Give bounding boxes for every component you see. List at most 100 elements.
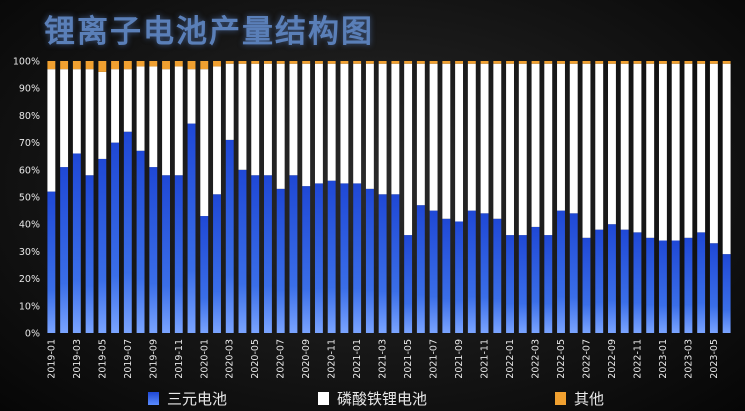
bar-segment-lfp xyxy=(302,63,311,187)
bar-segment-ncm xyxy=(531,226,540,333)
bar-segment-ncm xyxy=(608,224,616,333)
bar-segment-other xyxy=(416,61,425,64)
bar-segment-lfp xyxy=(149,66,158,168)
bar-segment-other xyxy=(633,61,642,64)
x-tick-label: 2021-05 xyxy=(403,339,414,379)
bar-segment-ncm xyxy=(111,142,120,333)
y-tick-label: 70% xyxy=(19,138,40,149)
bar-segment-other xyxy=(60,61,69,70)
y-tick-label: 90% xyxy=(19,84,40,95)
x-tick-label: 2020-03 xyxy=(225,339,236,379)
bar-segment-lfp xyxy=(289,63,298,176)
bar-segment-other xyxy=(595,61,604,64)
legend-swatch-ncm xyxy=(148,392,159,405)
bar-segment-lfp xyxy=(493,63,502,219)
bar-segment-other xyxy=(238,61,247,64)
bar-segment-other xyxy=(722,61,731,64)
bar-segment-ncm xyxy=(200,216,209,333)
bar-segment-lfp xyxy=(111,69,120,143)
x-tick-label: 2020-05 xyxy=(250,339,261,379)
x-tick-label: 2023-01 xyxy=(658,339,669,379)
bar-segment-lfp xyxy=(238,63,247,170)
bar-segment-ncm xyxy=(276,188,285,333)
bar-segment-ncm xyxy=(722,254,731,333)
bar-segment-other xyxy=(187,61,196,70)
bar-segment-lfp xyxy=(531,63,540,227)
y-tick-label: 30% xyxy=(19,247,40,258)
bar-segment-lfp xyxy=(595,63,604,230)
bar-segment-lfp xyxy=(136,66,145,151)
bar-segment-ncm xyxy=(302,186,311,333)
y-tick-label: 20% xyxy=(19,274,40,285)
x-tick-label: 2019-07 xyxy=(123,339,134,379)
bar-segment-ncm xyxy=(582,237,591,333)
bar-segment-lfp xyxy=(340,63,349,184)
bar-segment-lfp xyxy=(314,63,323,184)
y-tick-label: 10% xyxy=(19,301,40,312)
bar-segment-other xyxy=(442,61,451,64)
x-tick-label: 2020-11 xyxy=(327,339,338,379)
legend-item-ncm: 三元电池 xyxy=(148,388,227,409)
x-tick-label: 2022-01 xyxy=(505,339,516,379)
bar-segment-lfp xyxy=(480,63,489,214)
bar-segment-lfp xyxy=(251,63,260,176)
x-tick-label: 2021-03 xyxy=(378,339,389,379)
bar-segment-lfp xyxy=(569,63,578,214)
x-tick-label: 2022-03 xyxy=(531,339,542,379)
x-tick-label: 2019-09 xyxy=(148,339,159,379)
bar-segment-other xyxy=(646,61,655,64)
legend-item-lfp: 磷酸铁锂电池 xyxy=(318,388,427,409)
bar-segment-lfp xyxy=(582,63,591,238)
x-tick-label: 2020-09 xyxy=(301,339,312,379)
bar-segment-other xyxy=(72,61,81,70)
x-tick-label: 2021-11 xyxy=(480,339,491,379)
bar-segment-lfp xyxy=(416,63,425,206)
bar-segment-lfp xyxy=(557,63,565,211)
x-tick-label: 2021-01 xyxy=(352,339,363,379)
x-tick-label: 2022-11 xyxy=(632,339,643,379)
bar-segment-lfp xyxy=(365,63,374,189)
bar-segment-ncm xyxy=(378,194,387,333)
bar-segment-lfp xyxy=(646,63,655,238)
legend-label-lfp: 磷酸铁锂电池 xyxy=(337,390,428,408)
bar-segment-other xyxy=(251,61,260,64)
bar-segment-lfp xyxy=(467,63,476,211)
bar-segment-ncm xyxy=(327,180,336,333)
bar-segment-ncm xyxy=(136,150,145,333)
bar-segment-other xyxy=(200,61,209,70)
bar-segment-other xyxy=(506,61,514,64)
bar-segment-lfp xyxy=(709,63,718,244)
bar-segment-lfp xyxy=(60,69,69,168)
bar-segment-other xyxy=(340,61,349,64)
bar-segment-ncm xyxy=(314,183,323,333)
y-tick-label: 60% xyxy=(19,165,40,176)
bar-segment-ncm xyxy=(187,123,196,333)
bar-segment-ncm xyxy=(251,175,260,333)
bar-segment-other xyxy=(264,61,272,64)
bar-segment-ncm xyxy=(658,240,667,333)
bar-segment-other xyxy=(391,61,400,64)
legend-swatch-other xyxy=(555,392,566,405)
bar-segment-other xyxy=(608,61,616,64)
bar-segment-lfp xyxy=(47,69,56,192)
bar-segment-lfp xyxy=(608,63,616,225)
bar-segment-lfp xyxy=(544,63,553,236)
bar-segment-ncm xyxy=(569,213,578,333)
bar-segment-ncm xyxy=(684,237,693,333)
bar-segment-ncm xyxy=(697,232,706,333)
bar-segment-ncm xyxy=(72,153,81,333)
bar-segment-other xyxy=(429,61,438,64)
bar-segment-lfp xyxy=(327,63,336,181)
bar-segment-other xyxy=(314,61,323,64)
bar-segment-other xyxy=(276,61,285,64)
bar-segment-lfp xyxy=(123,69,132,132)
bar-segment-other xyxy=(531,61,540,64)
bar-segment-ncm xyxy=(595,229,604,333)
bar-segment-lfp xyxy=(518,63,527,236)
bar-segment-ncm xyxy=(289,175,298,333)
bar-segment-lfp xyxy=(98,71,107,159)
bar-segment-ncm xyxy=(174,175,183,333)
bar-segment-other xyxy=(149,61,158,67)
bar-segment-ncm xyxy=(416,205,425,333)
bar-segment-other xyxy=(582,61,591,64)
